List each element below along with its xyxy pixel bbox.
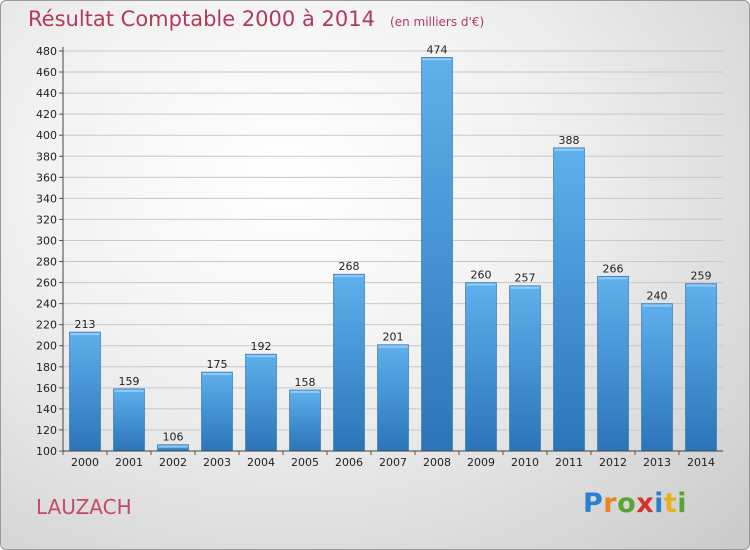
bar <box>69 331 101 452</box>
bar-highlight <box>70 333 100 336</box>
x-tick-label: 2004 <box>247 456 275 469</box>
bar-highlight <box>686 284 716 287</box>
y-tick-label: 180 <box>36 361 57 374</box>
x-tick-label: 2012 <box>599 456 627 469</box>
bar <box>157 444 189 452</box>
logo-letter: P <box>583 488 604 519</box>
x-tick-label: 2007 <box>379 456 407 469</box>
data-label: 268 <box>339 260 360 273</box>
proxiti-logo: Proxiti <box>583 488 687 519</box>
x-axis-ticks: 2000 2001 2002 2003 2004 2005 2006 2007 2008 2009… <box>62 451 715 469</box>
axes <box>62 47 723 452</box>
x-tick-label: 2003 <box>203 456 231 469</box>
bar-highlight <box>466 283 496 286</box>
x-tick-label: 2006 <box>335 456 363 469</box>
x-tick-label: 2005 <box>291 456 319 469</box>
y-tick-label: 440 <box>36 87 57 100</box>
y-tick-label: 260 <box>36 277 57 290</box>
y-tick-label: 240 <box>36 298 57 311</box>
y-tick-label: 420 <box>36 108 57 121</box>
data-label: 192 <box>251 340 272 353</box>
chart-unit: (en milliers d'€) <box>390 15 485 29</box>
bars <box>69 57 717 452</box>
y-tick-label: 140 <box>36 403 57 416</box>
x-tick-label: 2014 <box>687 456 715 469</box>
bar <box>553 147 585 452</box>
bar <box>113 388 145 452</box>
bar <box>421 57 453 452</box>
bar-highlight <box>202 373 232 376</box>
y-tick-label: 320 <box>36 213 57 226</box>
bar-highlight <box>642 304 672 307</box>
bar-highlight <box>290 390 320 393</box>
bar <box>465 282 497 452</box>
logo-letter: t <box>663 488 678 519</box>
bar <box>641 303 673 452</box>
x-tick-label: 2013 <box>643 456 671 469</box>
y-tick-label: 100 <box>36 445 57 458</box>
bar <box>377 344 409 452</box>
data-label: 158 <box>295 376 316 389</box>
data-labels: 213 159 106 175 192 158 268 201 474 260 257 388 266 2… <box>75 43 712 443</box>
x-tick-label: 2010 <box>511 456 539 469</box>
y-axis-ticks: 100 120 140 160 180 200 220 240 260 280 300 320 340 3… <box>36 45 63 458</box>
data-label: 175 <box>207 358 228 371</box>
bar <box>201 371 233 452</box>
bar-highlight <box>378 345 408 348</box>
x-tick-label: 2011 <box>555 456 583 469</box>
commune-name: LAUZACH <box>36 495 132 519</box>
data-label: 266 <box>603 262 624 275</box>
logo-letter: i <box>677 488 688 519</box>
x-tick-label: 2002 <box>159 456 187 469</box>
bar <box>685 283 717 452</box>
y-tick-label: 280 <box>36 256 57 269</box>
bar-highlight <box>114 389 144 392</box>
data-label: 213 <box>75 318 96 331</box>
y-tick-label: 300 <box>36 234 57 247</box>
y-tick-label: 400 <box>36 129 57 142</box>
data-label: 201 <box>383 331 404 344</box>
y-tick-label: 340 <box>36 192 57 205</box>
y-tick-label: 160 <box>36 382 57 395</box>
data-label: 260 <box>471 269 492 282</box>
bar-highlight <box>334 275 364 278</box>
y-tick-label: 200 <box>36 340 57 353</box>
x-tick-label: 2000 <box>71 456 99 469</box>
x-tick-label: 2009 <box>467 456 495 469</box>
bar <box>245 353 277 452</box>
bar-highlight <box>598 277 628 280</box>
x-tick-label: 2001 <box>115 456 143 469</box>
data-label: 388 <box>559 134 580 147</box>
logo-letter: i <box>654 488 664 519</box>
data-label: 106 <box>163 431 184 444</box>
data-label: 257 <box>515 272 536 285</box>
data-label: 259 <box>691 270 712 283</box>
bar <box>289 389 321 452</box>
bar-highlight <box>554 148 584 151</box>
data-label: 474 <box>427 43 448 56</box>
bar <box>509 285 541 452</box>
bar-highlight <box>246 355 276 358</box>
y-tick-label: 220 <box>36 319 57 332</box>
data-label: 240 <box>647 290 668 303</box>
chart-title-text: Résultat Comptable 2000 à 2014 <box>28 7 375 31</box>
logo-letter: x <box>636 488 655 519</box>
bar-highlight <box>422 58 452 61</box>
chart-title: Résultat Comptable 2000 à 2014 (en milli… <box>28 7 484 31</box>
bar <box>333 273 365 452</box>
y-tick-label: 380 <box>36 150 57 163</box>
y-tick-label: 120 <box>36 424 57 437</box>
y-tick-label: 360 <box>36 171 57 184</box>
data-label: 159 <box>119 375 140 388</box>
bar <box>597 275 629 452</box>
logo-letter: r <box>603 488 618 519</box>
y-tick-label: 460 <box>36 66 57 79</box>
bar-highlight <box>510 286 540 289</box>
bar-highlight <box>158 445 188 448</box>
logo-letter: o <box>617 488 637 519</box>
x-tick-label: 2008 <box>423 456 451 469</box>
y-tick-label: 480 <box>36 45 57 58</box>
